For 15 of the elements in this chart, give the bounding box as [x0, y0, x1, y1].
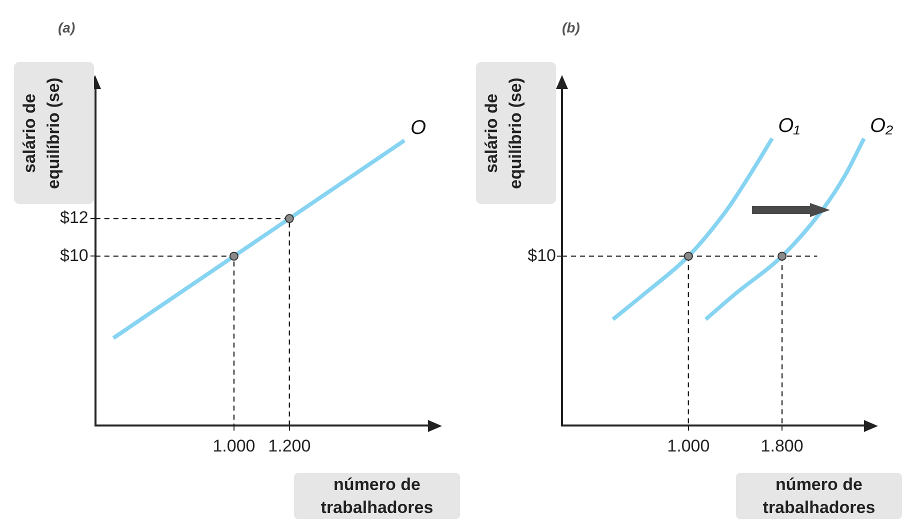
y-axis-title: salário de equilíbrio (se) [19, 76, 64, 191]
x-tick-label: 1.000 [212, 436, 256, 456]
x-tick-label: 1.000 [667, 436, 710, 456]
x-axis-title: número de trabalhadores [736, 473, 902, 519]
series-label: O₂ [870, 115, 894, 138]
y-axis-title: salário de equilíbrio (se) [481, 76, 526, 191]
x-tick-label: 1.200 [268, 436, 311, 456]
series-label: O [410, 117, 426, 140]
y-tick-label: $12 [60, 208, 88, 228]
chart-title: (a) [58, 19, 76, 36]
x-tick-label: 1.800 [760, 436, 804, 456]
x-axis-title: número de trabalhadores [294, 473, 460, 519]
text: $10 [528, 246, 556, 265]
series-label: O₁ [778, 115, 800, 138]
chart-title: (b) [562, 19, 580, 36]
